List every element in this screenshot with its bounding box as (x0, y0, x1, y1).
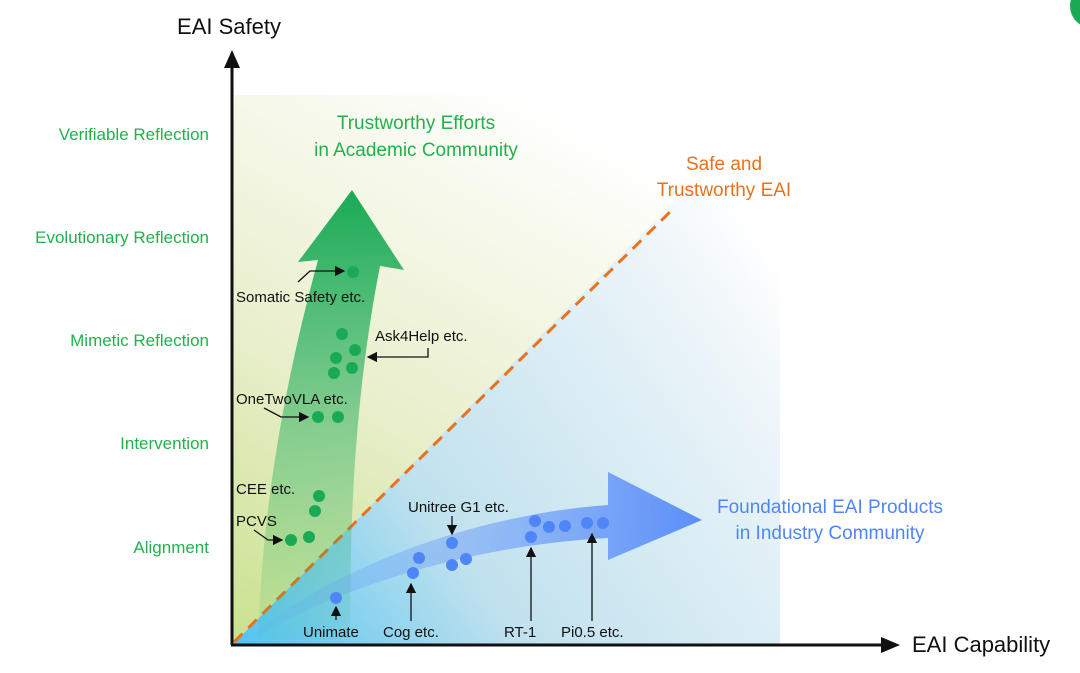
dot-rt1 (543, 521, 555, 533)
svg-text:Trustworthy Efforts: Trustworthy Efforts (337, 113, 495, 134)
dot-ask4help (346, 362, 358, 374)
annotation-cog: Cog etc. (383, 624, 439, 641)
industry-annotations: Unitree G1 etc. Unimate Cog etc. RT-1 Pi… (303, 499, 624, 641)
svg-text:Foundational EAI Products: Foundational EAI Products (717, 497, 943, 518)
dot-unimate (330, 592, 342, 604)
dot-cog (407, 567, 419, 579)
annotation-unimate: Unimate (303, 624, 359, 641)
annotation-somatic-safety-pointer (297, 265, 346, 283)
dot-ask4help (336, 328, 348, 340)
level-evolutionary-reflection: Evolutionary Reflection (35, 228, 209, 247)
dot-cog (413, 552, 425, 564)
annotation-pcvs-pointer (253, 529, 284, 546)
dot-onetwovla (312, 411, 324, 423)
y-axis-arrowhead (224, 50, 240, 68)
dot-ask4help (328, 367, 340, 379)
dot-pi05 (597, 517, 609, 529)
dot-somatic-safety (347, 266, 359, 278)
y-axis-label: EAI Safety (177, 14, 281, 39)
dot-cee (313, 490, 325, 502)
academic-dots (285, 266, 361, 546)
dot-rt1 (529, 515, 541, 527)
dot-rt1 (559, 520, 571, 532)
level-mimetic-reflection: Mimetic Reflection (70, 331, 209, 350)
annotation-somatic-safety: Somatic Safety etc. (236, 289, 365, 306)
dot-ask4help (349, 344, 361, 356)
annotation-ask4help-pointer (366, 348, 429, 363)
level-verifiable-reflection: Verifiable Reflection (59, 125, 209, 144)
dot-ask4help (330, 352, 342, 364)
svg-text:Trustworthy EAI: Trustworthy EAI (657, 180, 791, 201)
x-axis-arrowhead (881, 637, 900, 653)
corner-badge (1070, 0, 1080, 25)
academic-title: Trustworthy Efforts in Academic Communit… (314, 113, 518, 161)
annotation-pi05: Pi0.5 etc. (561, 624, 624, 641)
svg-text:in Academic Community: in Academic Community (314, 140, 518, 161)
annotation-onetwovla: OneTwoVLA etc. (236, 391, 348, 408)
annotation-cee: CEE etc. (236, 481, 295, 498)
industry-trend-arrow (252, 472, 702, 640)
dot-unitree (446, 537, 458, 549)
academic-trend-arrow (258, 190, 404, 640)
annotation-unitree-g1: Unitree G1 etc. (408, 499, 509, 516)
annotation-ask4help: Ask4Help etc. (375, 328, 468, 345)
dot-unitree (460, 553, 472, 565)
dot-cee (309, 505, 321, 517)
dot-pi05 (581, 517, 593, 529)
annotation-pcvs: PCVS (236, 513, 277, 530)
level-intervention: Intervention (120, 434, 209, 453)
dot-pcvs (303, 531, 315, 543)
industry-dots (330, 515, 609, 604)
diagonal-title: Safe and Trustworthy EAI (657, 154, 791, 201)
svg-text:in Industry Community: in Industry Community (735, 523, 925, 544)
annotation-rt1: RT-1 (504, 624, 536, 641)
x-axis-label: EAI Capability (912, 632, 1050, 657)
annotation-onetwovla-pointer (263, 407, 310, 423)
industry-title: Foundational EAI Products in Industry Co… (717, 497, 943, 544)
dot-onetwovla (332, 411, 344, 423)
dot-unitree (446, 559, 458, 571)
svg-text:Safe and: Safe and (686, 154, 762, 175)
level-alignment: Alignment (133, 538, 209, 557)
academic-annotations: Somatic Safety etc. Ask4Help etc. OneTwo… (236, 265, 468, 546)
dot-rt1 (525, 531, 537, 543)
safety-level-labels: Verifiable Reflection Evolutionary Refle… (35, 125, 209, 557)
dot-pcvs (285, 534, 297, 546)
